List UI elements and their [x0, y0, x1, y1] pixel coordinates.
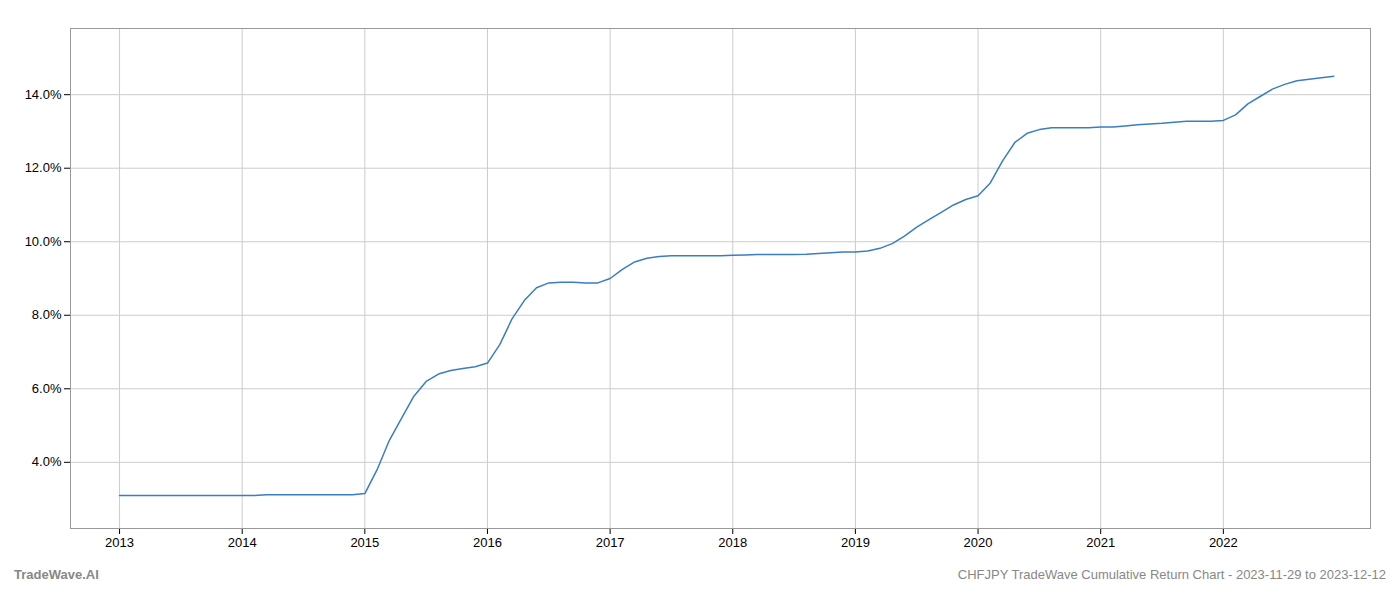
svg-text:12.0%: 12.0%	[25, 160, 62, 175]
svg-text:2015: 2015	[350, 535, 379, 550]
svg-text:2017: 2017	[596, 535, 625, 550]
svg-text:8.0%: 8.0%	[32, 307, 62, 322]
html-text:CHFJPY TradeWave Cumulative Re: CHFJPY TradeWave Cumulative Return Chart…	[957, 567, 1386, 582]
svg-text:6.0%: 6.0%	[32, 381, 62, 396]
html-text:TradeWave.AI: TradeWave.AI	[14, 567, 99, 582]
svg-text:2021: 2021	[1086, 535, 1115, 550]
svg-text:2018: 2018	[718, 535, 747, 550]
svg-text:10.0%: 10.0%	[25, 234, 62, 249]
svg-text:4.0%: 4.0%	[32, 454, 62, 469]
svg-text:2013: 2013	[105, 535, 134, 550]
svg-text:14.0%: 14.0%	[25, 87, 62, 102]
svg-text:2019: 2019	[841, 535, 870, 550]
svg-text:2022: 2022	[1209, 535, 1238, 550]
svg-text:2016: 2016	[473, 535, 502, 550]
svg-text:2020: 2020	[964, 535, 993, 550]
svg-text:2014: 2014	[228, 535, 257, 550]
